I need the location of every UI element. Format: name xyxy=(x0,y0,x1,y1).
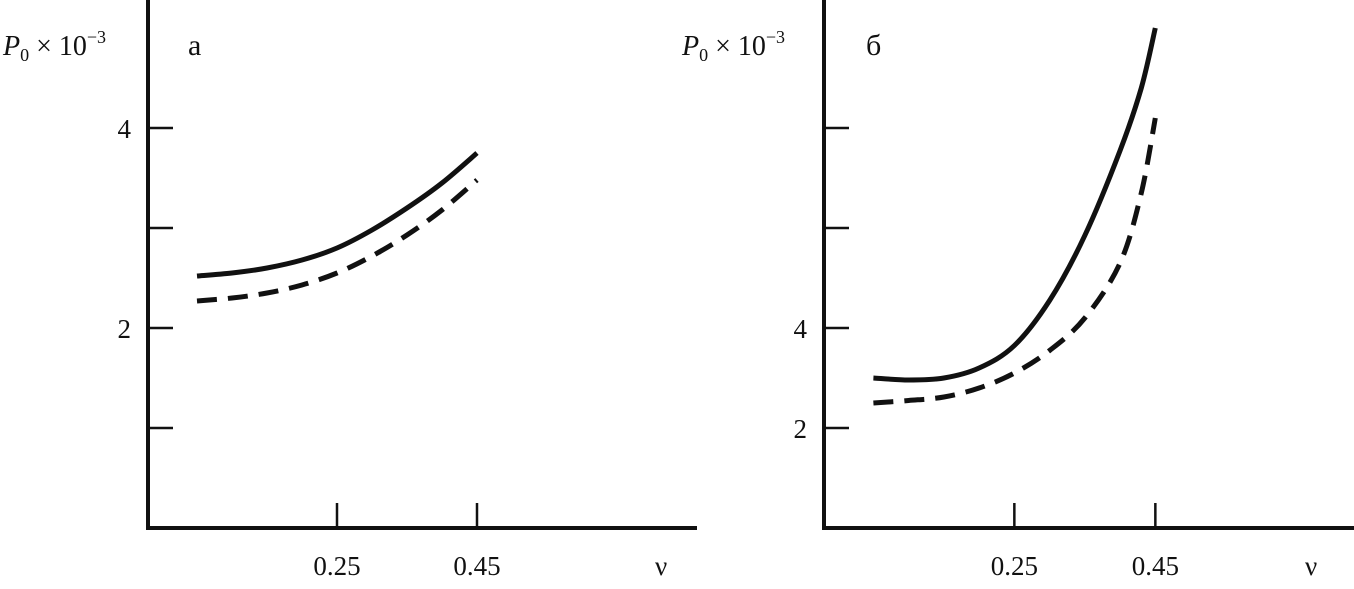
panel-a-series-dashed xyxy=(196,178,479,304)
panel-a-y-axis-label-subscript: 0 xyxy=(20,45,29,65)
panel-b-series-solid xyxy=(873,27,1158,383)
panel-a-y-axis-label: P0 × 10−3 xyxy=(2,27,106,65)
panel-b-x-axis-label: ν xyxy=(1305,551,1317,581)
panel-b-series-dashed xyxy=(873,117,1158,406)
panel-b-y-axis-label-exponent: −3 xyxy=(766,27,785,47)
panel-b-label: б xyxy=(866,29,881,62)
panel-a-label: а xyxy=(188,29,201,62)
panel-a-y-tick-label: 4 xyxy=(118,114,132,144)
panel-b-y-tick-label: 4 xyxy=(794,314,808,344)
panel-b-y-axis-label: P0 × 10−3 xyxy=(681,27,785,65)
panel-a-y-axis-label-times: × 10 xyxy=(29,31,87,62)
panel-a-x-tick-label: 0.45 xyxy=(453,551,500,581)
panel-a-x-tick-label: 0.25 xyxy=(313,551,360,581)
panel-b-y-axis-label-times: × 10 xyxy=(708,31,766,62)
panel-b-x-tick-label: 0.45 xyxy=(1132,551,1179,581)
panel-a-y-axis-label-symbol: P xyxy=(2,31,20,62)
panel-b-y-axis-label-subscript: 0 xyxy=(699,45,708,65)
panel-a-y-tick-label: 2 xyxy=(118,314,132,344)
panel-b-x-tick-label: 0.25 xyxy=(991,551,1038,581)
panel-a-series-solid xyxy=(196,151,479,279)
panel-a-x-axis-label: ν xyxy=(655,551,667,581)
panel-a-y-axis-label-exponent: −3 xyxy=(87,27,106,47)
panel-b-y-axis-label-symbol: P xyxy=(681,31,699,62)
panel-b-y-tick-label: 2 xyxy=(794,414,808,444)
